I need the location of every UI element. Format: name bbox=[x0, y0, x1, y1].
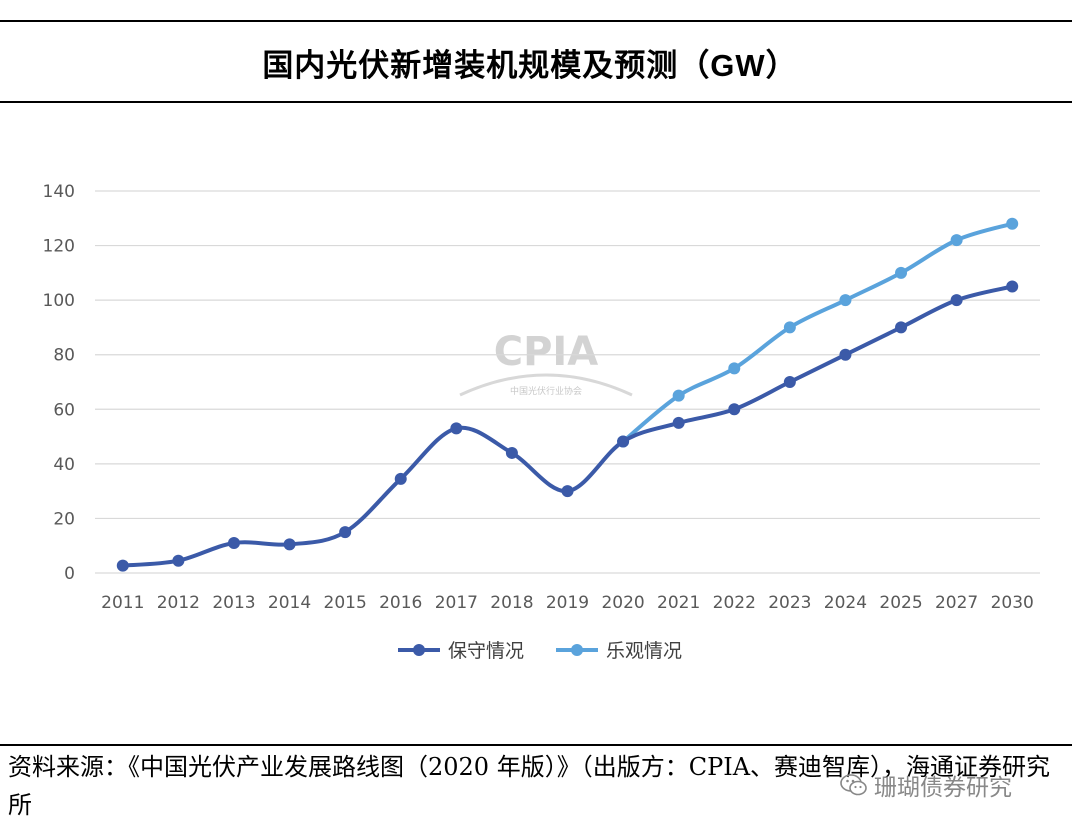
y-tick-label: 0 bbox=[64, 564, 75, 584]
watermark-subtitle: 中国光伏行业协会 bbox=[510, 385, 582, 397]
legend-label: 乐观情况 bbox=[606, 640, 682, 662]
x-tick-label: 2025 bbox=[879, 593, 922, 613]
data-point bbox=[1006, 280, 1019, 293]
x-tick-label: 2016 bbox=[379, 593, 422, 613]
x-tick-label: 2030 bbox=[991, 593, 1034, 613]
x-tick-label: 2027 bbox=[935, 593, 978, 613]
x-tick-label: 2011 bbox=[101, 593, 144, 613]
data-point bbox=[283, 538, 296, 551]
data-point bbox=[1006, 217, 1019, 230]
chart-title-main: 国内光伏新增装机规模及预测 bbox=[262, 48, 679, 84]
top-rule bbox=[0, 20, 1072, 22]
chart-title-unit: （GW） bbox=[678, 48, 798, 83]
x-tick-label: 2021 bbox=[657, 593, 700, 613]
y-tick-label: 40 bbox=[53, 455, 75, 475]
y-tick-label: 20 bbox=[53, 509, 75, 529]
data-point bbox=[950, 234, 963, 247]
data-point bbox=[172, 554, 185, 567]
data-point bbox=[227, 536, 240, 549]
data-point bbox=[728, 362, 741, 375]
chart-title: 国内光伏新增装机规模及预测（GW） bbox=[0, 40, 1060, 85]
watermark-arc bbox=[459, 373, 633, 397]
title-rule bbox=[0, 101, 1072, 103]
data-point bbox=[783, 376, 796, 388]
data-point bbox=[339, 526, 352, 539]
data-point bbox=[895, 321, 908, 334]
y-tick-label: 120 bbox=[43, 237, 75, 257]
data-point bbox=[950, 294, 963, 307]
x-tick-label: 2015 bbox=[324, 593, 367, 613]
data-point bbox=[450, 422, 463, 435]
y-tick-label: 80 bbox=[53, 346, 75, 366]
wechat-icon bbox=[840, 774, 867, 796]
x-tick-label: 2018 bbox=[490, 593, 533, 613]
data-point bbox=[839, 294, 852, 307]
data-point bbox=[672, 416, 685, 429]
legend-swatch-marker bbox=[571, 644, 583, 656]
data-point bbox=[505, 446, 518, 459]
x-tick-label: 2014 bbox=[268, 593, 311, 613]
y-tick-label: 60 bbox=[53, 400, 75, 420]
x-tick-label: 2022 bbox=[713, 593, 756, 613]
data-point bbox=[895, 266, 908, 279]
account-watermark: 珊瑚债券研究 bbox=[840, 768, 1012, 802]
y-tick-label: 140 bbox=[43, 182, 75, 202]
data-point bbox=[728, 403, 741, 416]
data-point bbox=[617, 435, 630, 448]
source-rule bbox=[0, 744, 1072, 746]
x-tick-label: 2024 bbox=[824, 593, 867, 613]
x-tick-label: 2017 bbox=[435, 593, 478, 613]
x-tick-label: 2023 bbox=[768, 593, 811, 613]
data-point bbox=[394, 472, 407, 485]
x-tick-label: 2019 bbox=[546, 593, 589, 613]
data-point bbox=[839, 348, 852, 361]
line-chart: CPIA 中国光伏行业协会 0 20 40 60 80 100 120 140 2011 2012 20… bbox=[43, 182, 1040, 662]
y-tick-label: 100 bbox=[43, 291, 75, 311]
data-point bbox=[561, 485, 574, 498]
legend-swatch-marker bbox=[413, 644, 425, 656]
data-point bbox=[783, 321, 796, 334]
watermark-logo: CPIA bbox=[494, 329, 599, 375]
legend-label: 保守情况 bbox=[448, 640, 524, 662]
x-tick-label: 2012 bbox=[157, 593, 200, 613]
x-tick-label: 2013 bbox=[212, 593, 255, 613]
x-tick-label: 2020 bbox=[601, 593, 644, 613]
data-point bbox=[672, 389, 685, 402]
account-name: 珊瑚债券研究 bbox=[874, 775, 1012, 801]
data-point bbox=[116, 559, 129, 572]
source-note: 资料来源：《中国光伏产业发展路线图（2020 年版）》（出版方：CPIA、赛迪智… bbox=[8, 753, 1051, 819]
